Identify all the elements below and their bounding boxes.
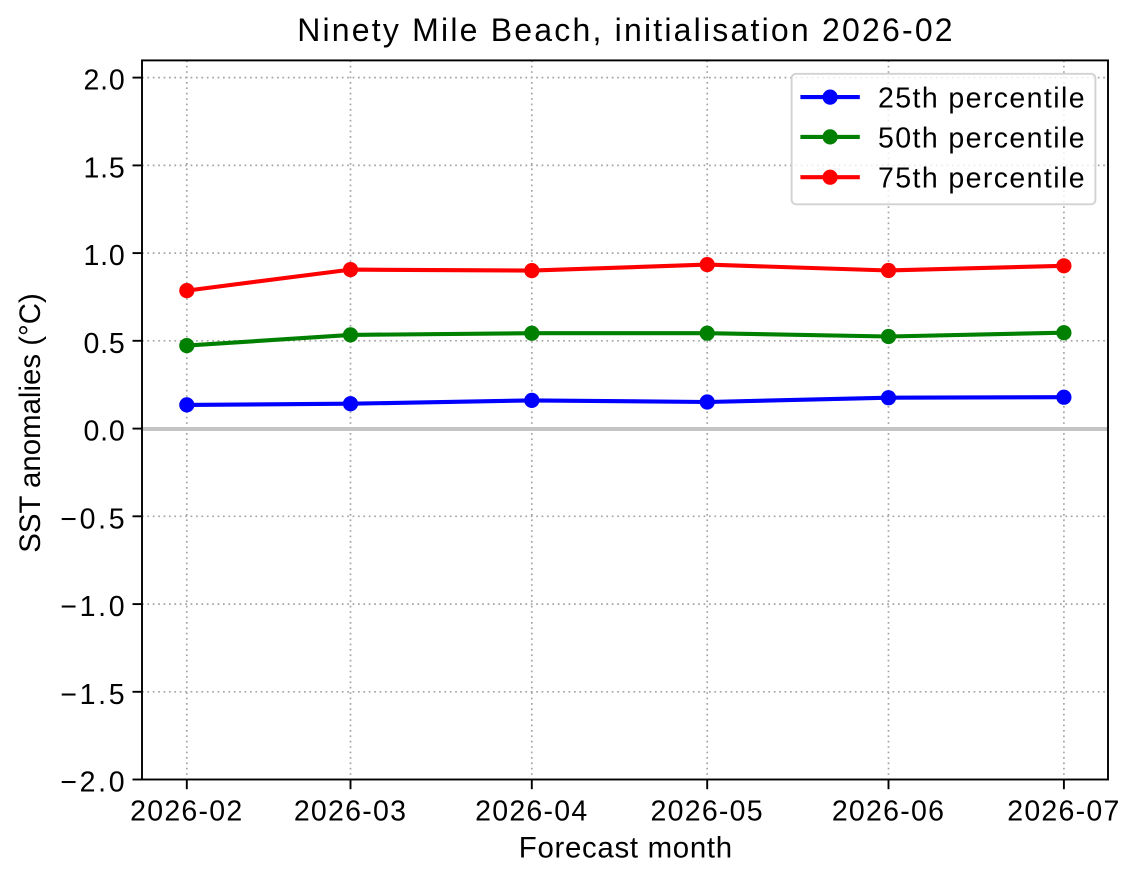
svg-text:−1.0: −1.0 [60,591,127,623]
svg-text:1.0: 1.0 [83,240,125,272]
svg-text:25th percentile: 25th percentile [878,83,1086,115]
svg-text:2.0: 2.0 [83,65,125,97]
svg-text:2026-04: 2026-04 [475,796,588,828]
svg-text:0.5: 0.5 [83,328,125,360]
svg-text:2026-05: 2026-05 [651,796,764,828]
svg-text:Forecast month: Forecast month [519,832,733,865]
svg-text:2026-06: 2026-06 [832,796,945,828]
svg-text:50th percentile: 50th percentile [878,123,1086,155]
svg-text:2026-07: 2026-07 [1007,796,1120,828]
svg-text:1.5: 1.5 [83,153,125,185]
svg-text:2026-02: 2026-02 [130,796,243,828]
svg-text:−1.5: −1.5 [60,679,127,711]
svg-text:75th percentile: 75th percentile [878,163,1086,195]
svg-text:−0.5: −0.5 [60,503,127,535]
svg-text:SST anomalies (°C): SST anomalies (°C) [14,293,47,552]
svg-text:0.0: 0.0 [83,416,125,448]
svg-text:Ninety Mile Beach, initialisat: Ninety Mile Beach, initialisation 2026-0… [297,12,955,48]
svg-text:2026-03: 2026-03 [294,796,407,828]
svg-text:−2.0: −2.0 [60,767,127,799]
